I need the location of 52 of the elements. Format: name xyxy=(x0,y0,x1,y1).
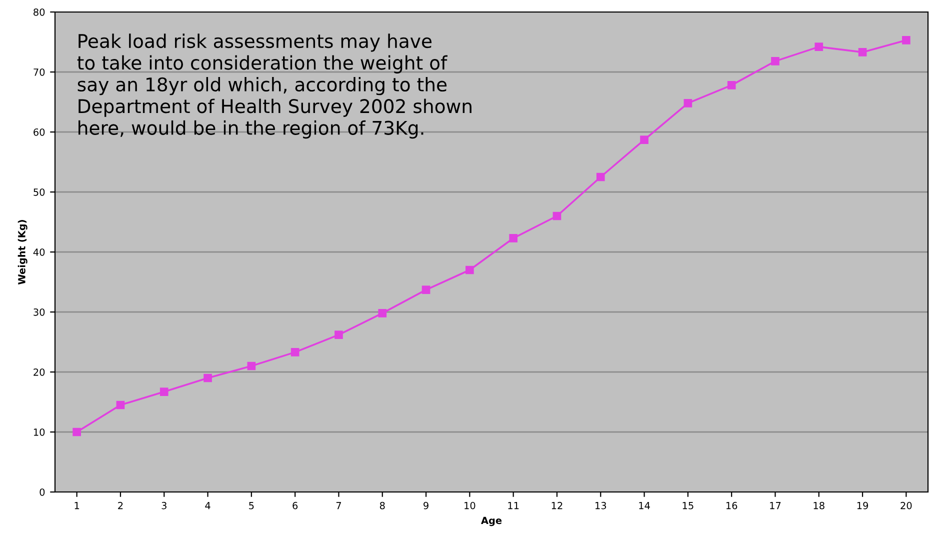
x-tick-label: 11 xyxy=(508,502,519,510)
x-axis-title: Age xyxy=(481,516,502,526)
x-tick-label: 19 xyxy=(857,502,868,510)
x-tick-label: 5 xyxy=(249,502,254,510)
point xyxy=(902,36,910,44)
y-tick-label: 60 xyxy=(34,128,45,136)
point xyxy=(247,362,256,370)
y-tick-label: 80 xyxy=(34,8,45,16)
x-tick-label: 20 xyxy=(900,502,912,510)
point xyxy=(204,374,212,382)
x-tick-label: 15 xyxy=(682,502,694,510)
x-tick-label: 8 xyxy=(380,502,385,510)
x-tick-label: 2 xyxy=(118,502,123,510)
x-tick-label: 4 xyxy=(205,502,210,510)
point xyxy=(422,286,430,294)
point xyxy=(552,212,562,220)
point xyxy=(596,172,605,182)
x-tick-label: 16 xyxy=(726,502,738,510)
point xyxy=(334,330,343,339)
y-tick-label: 0 xyxy=(40,488,45,496)
point xyxy=(684,99,692,108)
x-tick-label: 7 xyxy=(336,502,341,510)
x-tick-label: 18 xyxy=(814,502,824,510)
point xyxy=(72,428,81,436)
point xyxy=(160,388,168,396)
annotation: Peak load risk assessments may have to take into consideration the weight of say an 18yr old which, according to the Department of Health Survey 2002 shown here, would be in the region of 73Kg. xyxy=(77,34,472,139)
point xyxy=(814,42,824,51)
point xyxy=(378,309,387,318)
y-tick-label: 10 xyxy=(34,428,45,436)
y-axis-title: Weight (Kg) xyxy=(18,220,28,285)
y-tick-label: 40 xyxy=(33,248,45,256)
y-tick-label: 30 xyxy=(34,308,45,316)
x-tick-label: 1 xyxy=(74,502,80,510)
point xyxy=(771,57,780,66)
point xyxy=(858,48,867,56)
x-tick-label: 10 xyxy=(464,502,476,510)
x-tick-label: 14 xyxy=(639,502,650,510)
y-tick-label: 50 xyxy=(34,188,45,196)
point xyxy=(116,400,125,410)
x-tick-label: 3 xyxy=(162,502,166,510)
point xyxy=(727,81,736,90)
y-tick-label: 20 xyxy=(34,368,45,376)
x-tick-label: 13 xyxy=(596,502,606,510)
point xyxy=(509,234,518,242)
x-tick-label: 12 xyxy=(552,502,562,510)
point xyxy=(290,348,300,356)
x-tick-label: 9 xyxy=(424,502,428,510)
point xyxy=(466,266,474,274)
point xyxy=(640,136,648,144)
x-tick-label: 17 xyxy=(770,502,781,510)
y-tick-label: 70 xyxy=(34,68,45,76)
x-tick-label: 6 xyxy=(292,502,298,510)
